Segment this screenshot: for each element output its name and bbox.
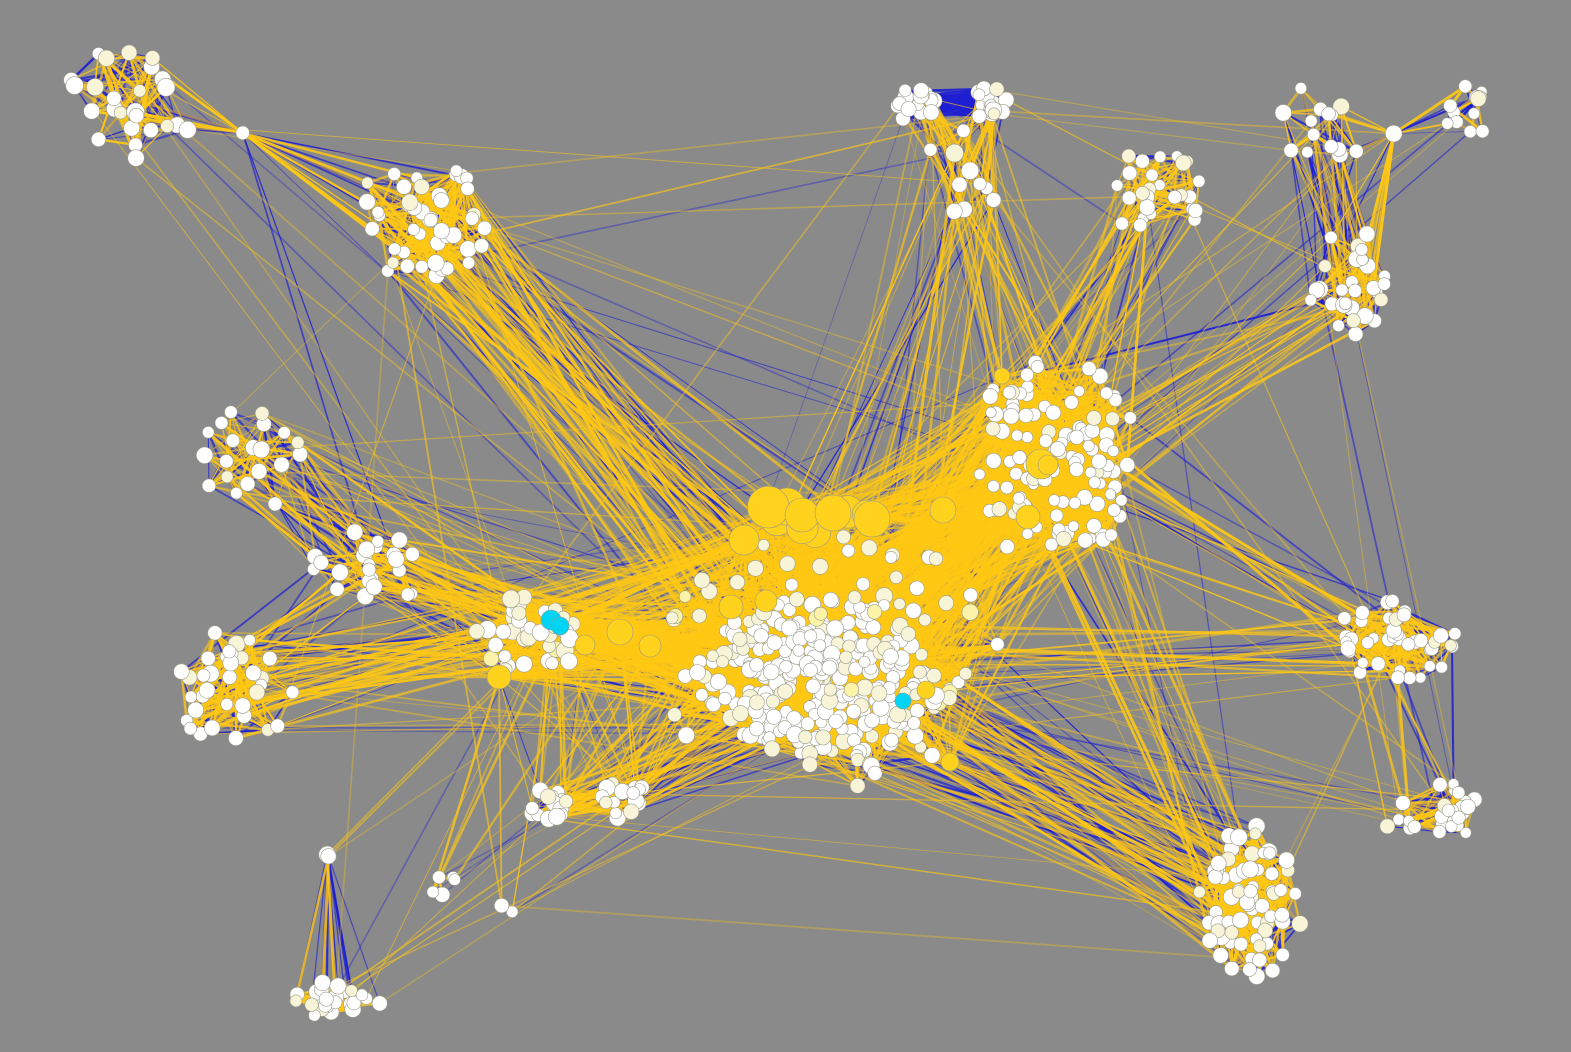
graph-canvas[interactable] xyxy=(0,0,1571,1052)
network-graph[interactable] xyxy=(0,0,1571,1052)
canvas-background xyxy=(0,0,1571,1052)
